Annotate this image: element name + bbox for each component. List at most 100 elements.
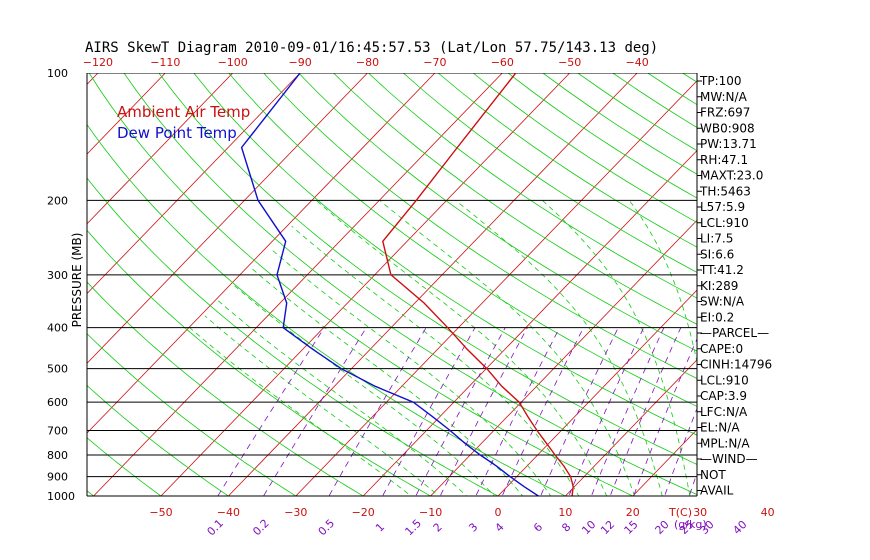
dry-adiabat-line xyxy=(87,123,567,496)
isotherm-line xyxy=(87,73,436,434)
mixing-ratio-line xyxy=(568,327,644,496)
series-line-dew-point-temp xyxy=(240,73,539,496)
moist-adiabat-line xyxy=(232,283,496,496)
index-label: EI:0.2 xyxy=(700,310,734,324)
dry-adiabat-line xyxy=(263,73,697,379)
index-label: TP:100 xyxy=(699,74,742,88)
moist-adiabat-line xyxy=(379,199,635,496)
legend-ambient-air-temp: Ambient Air Temp xyxy=(117,103,250,121)
dry-adiabat-line xyxy=(507,73,697,199)
top-temp-tick-label: −90 xyxy=(288,56,311,69)
bottom-temp-tick-label: −30 xyxy=(284,506,307,519)
index-label: PW:13.71 xyxy=(700,137,757,151)
pressure-tick-label: 700 xyxy=(47,424,68,437)
index-label: TT:41.2 xyxy=(699,263,744,277)
isotherm-line xyxy=(228,73,638,496)
dry-adiabat-line xyxy=(87,384,230,496)
moist-adiabat-line xyxy=(455,199,663,496)
index-label: L57:5.9 xyxy=(700,200,745,214)
top-temp-tick-label: −80 xyxy=(356,56,379,69)
mixing-ratio-tick-label: 0.2 xyxy=(250,517,272,539)
chart-grid xyxy=(0,73,870,505)
bottom-temp-tick-label: 40 xyxy=(761,506,775,519)
pressure-tick-label: 1000 xyxy=(47,490,75,503)
mixing-ratio-tick-label: 15 xyxy=(622,518,641,537)
index-label: LCL:910 xyxy=(700,216,749,230)
mixing-ratio-tick-label: 4 xyxy=(493,520,507,534)
pressure-tick-label: 500 xyxy=(47,363,68,376)
index-label: AVAIL xyxy=(700,484,734,498)
bottom-temp-tick-label: −40 xyxy=(217,506,240,519)
index-label: CAPE:0 xyxy=(700,342,743,356)
dry-adiabat-line xyxy=(87,281,364,496)
chart-legend: Ambient Air Temp Dew Point Temp xyxy=(117,103,250,142)
mixing-ratio-tick-label: 0.1 xyxy=(205,517,227,539)
mixing-ratio-line xyxy=(540,327,619,496)
dry-adiabat-line xyxy=(298,73,697,352)
mixing-ratio-line xyxy=(382,327,476,496)
mixing-ratio-tick-label: 20 xyxy=(653,518,672,537)
isotherm-line xyxy=(93,73,503,496)
isotherm-line xyxy=(497,289,697,496)
dry-adiabat-line xyxy=(0,73,37,505)
dry-adiabat-line xyxy=(403,73,697,273)
dry-adiabat-line xyxy=(333,73,697,325)
mixing-unit-label: (g/kg) xyxy=(674,518,707,531)
dry-adiabat-line xyxy=(647,73,697,106)
series-line-ambient-air-temp xyxy=(382,73,574,496)
pressure-tick-label: 300 xyxy=(47,269,68,282)
dry-adiabat-line xyxy=(228,73,697,407)
isotherm-line xyxy=(835,73,870,496)
dry-adiabat-line xyxy=(87,333,297,496)
mixing-ratio-line xyxy=(439,327,528,496)
mixing-ratio-tick-label: 8 xyxy=(559,520,573,534)
top-temp-tick-label: −70 xyxy=(423,56,446,69)
index-label: MW:N/A xyxy=(700,90,748,104)
top-temp-tick-label: −120 xyxy=(83,56,113,69)
dry-adiabat-line xyxy=(193,73,697,436)
pressure-tick-label: 100 xyxy=(47,67,68,80)
mixing-ratio-tick-label: 1 xyxy=(373,520,387,534)
mixing-ratio-tick-label: 1.5 xyxy=(402,517,424,539)
top-temp-tick-label: −40 xyxy=(625,56,648,69)
index-label: WB0:908 xyxy=(700,121,755,135)
index-label: LCL:910 xyxy=(700,373,749,387)
index-label: MPL:N/A xyxy=(700,436,750,450)
mixing-ratio-tick-label: 12 xyxy=(598,518,617,537)
mixing-ratio-tick-label: 3 xyxy=(466,520,480,534)
pressure-tick-label: 200 xyxy=(47,194,68,207)
mixing-ratio-line xyxy=(415,327,506,496)
isotherm-line xyxy=(0,73,31,496)
isotherm-line xyxy=(430,219,697,496)
y-axis-label: PRESSURE (MB) xyxy=(70,233,84,328)
index-label: —PARCEL— xyxy=(700,326,769,340)
temp-unit-label: T(C) xyxy=(668,506,692,519)
isotherm-line xyxy=(87,73,368,364)
moist-adiabat-line xyxy=(542,200,691,496)
isotherm-line xyxy=(87,73,301,295)
moist-adiabat-line xyxy=(291,225,580,496)
index-label: FRZ:697 xyxy=(700,106,750,120)
index-label: SI:6.6 xyxy=(700,247,734,261)
mixing-ratio-tick-label: 0.5 xyxy=(316,517,338,539)
moist-adiabat-line xyxy=(217,300,468,496)
moist-adiabat-line xyxy=(628,200,697,365)
bottom-temp-tick-label: 10 xyxy=(558,506,572,519)
legend-dew-point-temp: Dew Point Temp xyxy=(117,124,237,142)
moist-adiabat-line xyxy=(251,268,524,496)
mixing-ratio-line xyxy=(609,327,682,496)
index-label: TH:5463 xyxy=(699,184,751,198)
moist-adiabat-line xyxy=(764,200,773,505)
dry-adiabat-line xyxy=(88,73,634,496)
index-label: NOT xyxy=(700,468,726,482)
pressure-tick-label: 600 xyxy=(47,396,68,409)
dry-adiabat-line xyxy=(158,73,697,465)
dry-adiabat-line xyxy=(368,73,697,299)
moist-adiabat-line xyxy=(270,248,552,496)
index-label: KI:289 xyxy=(700,279,738,293)
index-label: CAP:3.9 xyxy=(700,389,747,403)
index-label: EL:N/A xyxy=(700,421,740,435)
mixing-ratio-line xyxy=(633,337,697,496)
bottom-temp-tick-label: −20 xyxy=(352,506,375,519)
